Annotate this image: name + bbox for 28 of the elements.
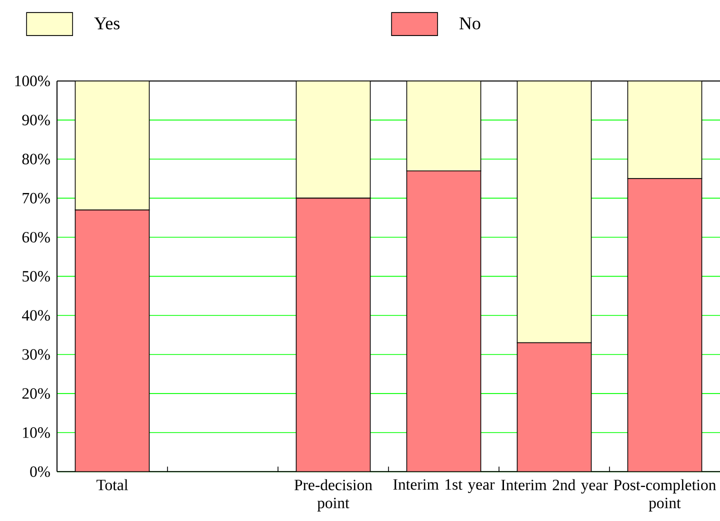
- bar: [296, 80, 371, 199]
- y-tick-label: 10%: [23, 427, 50, 438]
- bar: [406, 170, 482, 472]
- y-tick-label: 0%: [30, 466, 50, 478]
- y-tick-label: 60%: [22, 232, 50, 243]
- bar: [516, 80, 592, 344]
- bar: [296, 198, 371, 472]
- x-tick-label: Pre-decision point: [294, 479, 372, 512]
- legend-label: Yes: [94, 17, 120, 30]
- bar: [627, 178, 702, 472]
- y-tick-label: 90%: [22, 114, 50, 126]
- y-tick-label: 50%: [22, 271, 50, 282]
- y-tick-label: 20%: [22, 388, 50, 399]
- y-tick-label: 100%: [15, 76, 50, 86]
- x-tick-label: Post-completion point: [614, 479, 716, 512]
- legend-label: No: [459, 17, 480, 30]
- x-tick-label: Interim 1st year: [393, 479, 495, 493]
- bar: [516, 342, 592, 472]
- bar: [74, 210, 150, 472]
- x-tick-label: Total: [96, 479, 128, 490]
- bar: [406, 80, 482, 172]
- x-tick-label: Interim 2nd year: [501, 479, 608, 494]
- y-tick-label: 40%: [22, 310, 50, 321]
- y-tick-label: 80%: [22, 154, 50, 164]
- y-tick-label: 30%: [22, 349, 50, 360]
- y-tick-label: 70%: [22, 192, 50, 204]
- bar: [74, 80, 150, 210]
- bar: [627, 80, 702, 180]
